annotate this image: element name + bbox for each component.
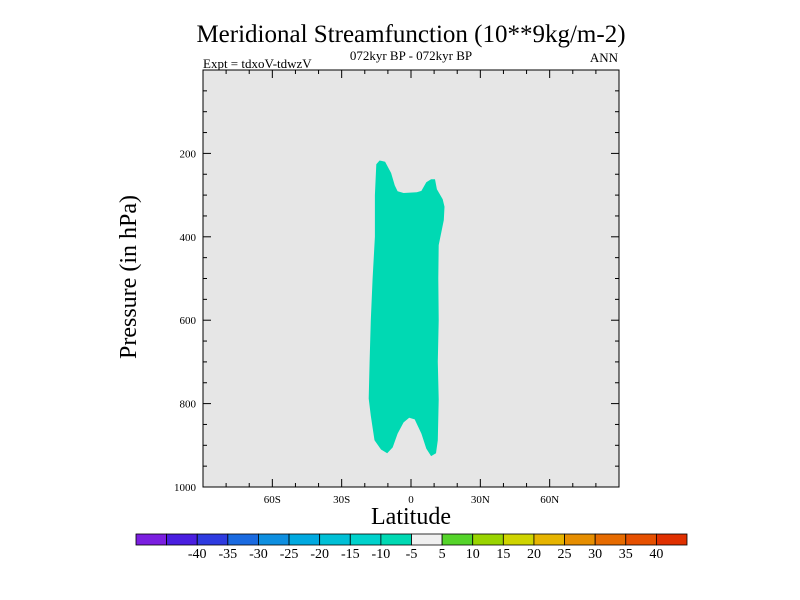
y-tick-label: 200 — [180, 148, 197, 160]
colorbar-swatch — [564, 533, 596, 546]
y-tick-label: 600 — [180, 315, 197, 327]
colorbar-label: -20 — [310, 547, 329, 562]
colorbar-swatch — [380, 533, 412, 546]
contour-region — [368, 160, 445, 457]
colorbar-swatch — [502, 533, 535, 546]
minor-ticks — [203, 70, 619, 487]
colorbar-label: 5 — [439, 547, 446, 562]
colorbar-label: 20 — [527, 547, 541, 562]
colorbar: -40 -35 -30 -25 -20 -15 -10 -5 5 10 15 20 25 30 35 40 — [135, 533, 688, 562]
colorbar-swatch — [411, 533, 443, 546]
time-range-label: 072kyr BP - 072kyr BP — [350, 48, 472, 63]
season-label: ANN — [590, 50, 619, 65]
x-tick-label: 60S — [264, 494, 281, 506]
colorbar-swatch — [441, 533, 474, 546]
colorbar-swatch — [166, 533, 198, 546]
colorbar-label: -10 — [372, 547, 391, 562]
colorbar-label: -40 — [188, 547, 207, 562]
colorbar-label: -5 — [406, 547, 418, 562]
colorbar-label: -30 — [249, 547, 268, 562]
colorbar-label: 40 — [649, 547, 663, 562]
colorbar-label: 30 — [588, 547, 602, 562]
x-tick-label: 30N — [471, 494, 490, 506]
colorbar-swatch — [349, 533, 382, 546]
x-tick-label: 60N — [540, 494, 559, 506]
colorbar-label: 15 — [496, 547, 510, 562]
x-tick-label: 0 — [408, 494, 414, 506]
colorbar-swatch — [594, 533, 627, 546]
x-tick-label: 30S — [333, 494, 350, 506]
y-axis-ticks: 200 400 600 800 1000 — [174, 148, 619, 494]
colorbar-label: -25 — [280, 547, 299, 562]
y-axis-label: Pressure (in hPa) — [116, 195, 142, 359]
x-axis-label: Latitude — [371, 504, 451, 530]
colorbar-swatch — [472, 533, 504, 546]
x-axis-ticks: 60S 30S 0 30N 60N — [264, 70, 559, 506]
colorbar-swatch — [533, 533, 565, 546]
colorbar-label: 35 — [619, 547, 633, 562]
y-tick-label: 800 — [180, 399, 197, 411]
colorbar-swatch — [258, 533, 290, 546]
colorbar-label: -35 — [218, 547, 237, 562]
y-tick-label: 1000 — [174, 482, 197, 494]
y-tick-label: 400 — [180, 232, 197, 244]
colorbar-swatch — [655, 533, 688, 546]
experiment-label: Expt = tdxoV-tdwzV — [203, 56, 312, 71]
colorbar-label: -15 — [341, 547, 360, 562]
colorbar-swatch — [227, 533, 259, 546]
colorbar-swatch — [196, 533, 229, 546]
colorbar-swatch — [625, 533, 657, 546]
colorbar-label: 25 — [558, 547, 572, 562]
colorbar-swatch — [319, 533, 351, 546]
colorbar-label: 10 — [466, 547, 480, 562]
colorbar-swatch — [288, 533, 321, 546]
colorbar-swatch — [135, 533, 168, 546]
chart-title: Meridional Streamfunction (10**9kg/m-2) — [196, 21, 625, 48]
